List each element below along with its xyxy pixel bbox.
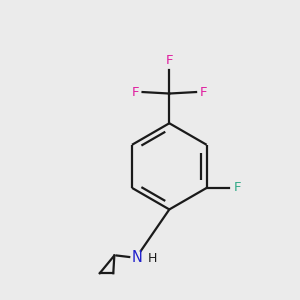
Text: F: F [166, 54, 173, 68]
Text: H: H [147, 252, 157, 265]
Text: N: N [131, 250, 142, 265]
Text: F: F [233, 182, 241, 194]
Text: F: F [200, 85, 207, 98]
Text: F: F [131, 85, 139, 98]
